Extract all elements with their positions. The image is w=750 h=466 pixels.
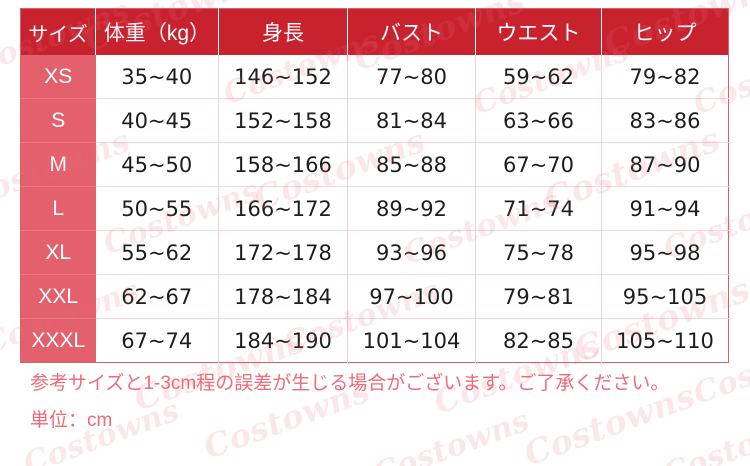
cell-height: 158~166 [218, 142, 348, 187]
table-row: XXL 62~67 178~184 97~100 79~81 95~105 [20, 274, 729, 319]
column-header-size: サイズ [20, 8, 96, 55]
cell-hip: 95~105 [601, 274, 729, 319]
column-header-height: 身長 [218, 8, 348, 55]
cell-weight: 50~55 [95, 186, 219, 231]
cell-waist: 59~62 [475, 55, 602, 99]
cell-waist: 75~78 [475, 230, 602, 275]
cell-weight: 45~50 [95, 142, 219, 187]
cell-size: XXXL [20, 318, 96, 363]
column-header-hip: ヒップ [601, 8, 729, 55]
cell-hip: 105~110 [601, 318, 729, 363]
cell-waist: 82~85 [475, 318, 602, 363]
table-row: M 45~50 158~166 85~88 67~70 87~90 [20, 142, 729, 187]
table-row: XL 55~62 172~178 93~96 75~78 95~98 [20, 230, 729, 275]
cell-weight: 55~62 [95, 230, 219, 275]
cell-weight: 67~74 [95, 318, 219, 363]
column-header-weight: 体重（kg） [95, 8, 219, 55]
cell-bust: 93~96 [347, 230, 476, 275]
cell-height: 172~178 [218, 230, 348, 275]
unit-note: 単位：cm [30, 410, 113, 431]
cell-waist: 63~66 [475, 98, 602, 143]
cell-size: XS [20, 55, 96, 99]
cell-weight: 35~40 [95, 55, 219, 99]
cell-hip: 95~98 [601, 230, 729, 275]
tolerance-note: 参考サイズと1-3cm程の誤差が生じる場合がございます。ご了承ください。 [30, 373, 670, 394]
cell-bust: 81~84 [347, 98, 476, 143]
cell-height: 166~172 [218, 186, 348, 231]
footnotes: 参考サイズと1-3cm程の誤差が生じる場合がございます。ご了承ください。 単位：… [30, 374, 730, 430]
cell-bust: 101~104 [347, 318, 476, 363]
cell-weight: 40~45 [95, 98, 219, 143]
cell-height: 178~184 [218, 274, 348, 319]
cell-hip: 91~94 [601, 186, 729, 231]
table-header: サイズ 体重（kg） 身長 バスト ウエスト ヒップ [20, 8, 729, 55]
cell-bust: 85~88 [347, 142, 476, 187]
cell-bust: 77~80 [347, 55, 476, 99]
cell-bust: 89~92 [347, 186, 476, 231]
cell-waist: 71~74 [475, 186, 602, 231]
cell-waist: 79~81 [475, 274, 602, 319]
cell-waist: 67~70 [475, 142, 602, 187]
cell-height: 152~158 [218, 98, 348, 143]
table-row: XXXL 67~74 184~190 101~104 82~85 105~110 [20, 318, 729, 363]
table-row: XS 35~40 146~152 77~80 59~62 79~82 [20, 55, 729, 99]
table-row: S 40~45 152~158 81~84 63~66 83~86 [20, 98, 729, 143]
header-row: サイズ 体重（kg） 身長 バスト ウエスト ヒップ [20, 8, 729, 55]
column-header-waist: ウエスト [475, 8, 602, 55]
cell-size: XXL [20, 274, 96, 319]
cell-hip: 79~82 [601, 55, 729, 99]
cell-hip: 83~86 [601, 98, 729, 143]
size-table-container: サイズ 体重（kg） 身長 バスト ウエスト ヒップ XS 35~40 146~… [20, 8, 729, 363]
cell-hip: 87~90 [601, 142, 729, 187]
column-header-bust: バスト [347, 8, 476, 55]
cell-size: XL [20, 230, 96, 275]
cell-height: 146~152 [218, 55, 348, 99]
cell-size: L [20, 186, 96, 231]
table-body: XS 35~40 146~152 77~80 59~62 79~82 S 40~… [20, 55, 729, 363]
cell-bust: 97~100 [347, 274, 476, 319]
table-row: L 50~55 166~172 89~92 71~74 91~94 [20, 186, 729, 231]
cell-size: S [20, 98, 96, 143]
cell-size: M [20, 142, 96, 187]
size-chart-table: サイズ 体重（kg） 身長 バスト ウエスト ヒップ XS 35~40 146~… [20, 8, 729, 363]
cell-height: 184~190 [218, 318, 348, 363]
cell-weight: 62~67 [95, 274, 219, 319]
